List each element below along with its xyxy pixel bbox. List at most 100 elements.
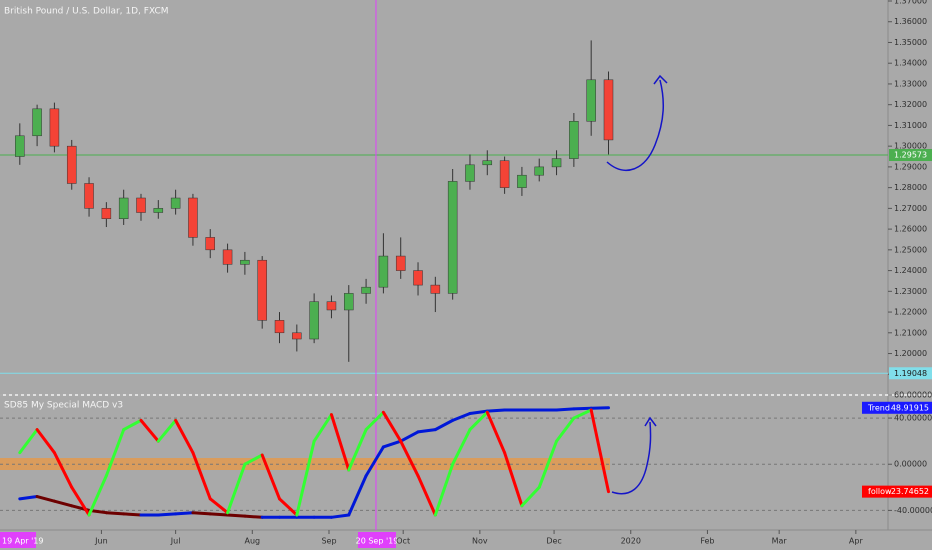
series-segment bbox=[104, 428, 126, 478]
candle-body bbox=[534, 166, 544, 176]
y-tick-label: 1.36000 bbox=[894, 17, 927, 26]
x-tick-label: Nov bbox=[472, 537, 488, 546]
series-segment bbox=[208, 512, 230, 517]
candle-body bbox=[447, 181, 458, 294]
series-segment bbox=[139, 418, 160, 443]
y-tick-label: 1.25000 bbox=[894, 245, 927, 254]
series-segment bbox=[416, 428, 437, 434]
series-segment bbox=[555, 407, 576, 412]
candle-body bbox=[257, 259, 267, 321]
series-segment bbox=[329, 513, 351, 519]
y-tick-label: 1.29000 bbox=[894, 162, 927, 171]
x-tick-label: Sep bbox=[321, 537, 336, 546]
series-segment bbox=[364, 445, 385, 478]
series-segment bbox=[572, 408, 593, 420]
series-segment bbox=[295, 439, 316, 517]
series-segment bbox=[208, 497, 230, 515]
series-segment bbox=[537, 439, 559, 489]
series-segment bbox=[191, 511, 212, 516]
series-segment bbox=[87, 474, 108, 517]
y-tick-label: 1.23000 bbox=[894, 287, 927, 296]
series-segment bbox=[52, 451, 74, 489]
y-tick-label: 1.21000 bbox=[894, 328, 927, 337]
y-tick-label: 1.32000 bbox=[894, 100, 927, 109]
series-segment bbox=[18, 428, 39, 455]
candle-body bbox=[188, 197, 198, 238]
series-segment bbox=[589, 408, 610, 494]
series-segment bbox=[416, 474, 437, 517]
series-segment bbox=[174, 511, 195, 516]
y-tick-label: 0.00000 bbox=[894, 460, 927, 469]
y-tick-label: 1.30000 bbox=[894, 142, 927, 151]
legend-box bbox=[862, 401, 932, 414]
x-tick-label: Jun bbox=[94, 537, 108, 546]
series-segment bbox=[243, 514, 264, 519]
series-segment bbox=[503, 451, 524, 508]
candle-body bbox=[101, 208, 112, 219]
series-segment bbox=[329, 413, 351, 472]
histogram-band bbox=[0, 458, 610, 470]
candle-body bbox=[551, 158, 562, 168]
x-tick-label: Apr bbox=[849, 537, 864, 546]
y-tick-label: -40.00000 bbox=[894, 506, 932, 515]
candle-body bbox=[413, 270, 423, 286]
marks: 1.190001.200001.210001.220001.230001.240… bbox=[0, 0, 932, 530]
series-segment bbox=[485, 410, 507, 455]
y-tick-label: 1.37000 bbox=[894, 0, 927, 6]
x-tick-label: Mar bbox=[772, 537, 788, 546]
series-segment bbox=[35, 428, 56, 455]
candle-body bbox=[465, 164, 475, 182]
candle-body bbox=[586, 79, 596, 122]
y-tick-label: 1.20000 bbox=[894, 349, 927, 358]
series-segment bbox=[433, 418, 455, 432]
series-segment bbox=[399, 439, 420, 478]
legend-name: follow bbox=[868, 487, 892, 496]
candle-body bbox=[240, 259, 250, 265]
price-label: 1.29573 bbox=[894, 151, 927, 160]
candle-body bbox=[326, 301, 337, 311]
y-tick-label: 40.00000 bbox=[894, 414, 932, 423]
candle-body bbox=[430, 284, 441, 294]
annotation-arrow bbox=[606, 79, 665, 172]
legend-value: 48.91915 bbox=[891, 403, 929, 412]
candle-body bbox=[378, 255, 389, 288]
x-tick-label: Dec bbox=[546, 537, 561, 546]
candle-body bbox=[361, 286, 371, 294]
series-segment bbox=[555, 416, 576, 443]
legend-value: -23.74652 bbox=[888, 487, 929, 496]
series-segment bbox=[191, 451, 212, 501]
indicator-title: SD85 My Special MACD v3 bbox=[4, 401, 123, 411]
range-label: 19 Apr '19 bbox=[2, 537, 43, 546]
series-segment bbox=[468, 409, 489, 415]
candle-body bbox=[499, 160, 510, 188]
crosshair-label-box bbox=[357, 532, 396, 548]
y-tick-label: 1.35000 bbox=[894, 38, 927, 47]
candle-body bbox=[603, 79, 614, 141]
series-segment bbox=[226, 513, 247, 518]
y-tick-label: 1.31000 bbox=[894, 121, 927, 130]
candle-body bbox=[136, 197, 146, 213]
candle-body bbox=[292, 332, 302, 340]
series-segment bbox=[243, 453, 264, 466]
series-segment bbox=[381, 439, 403, 449]
x-tick-label: Feb bbox=[700, 537, 714, 546]
x-tick-label: Jul bbox=[170, 537, 181, 546]
y-tick-label: 1.28000 bbox=[894, 183, 927, 192]
series-segment bbox=[174, 418, 195, 455]
series-segment bbox=[260, 453, 282, 501]
candle-body bbox=[49, 108, 60, 147]
price-label-box bbox=[889, 149, 932, 162]
y-tick-label: 1.33000 bbox=[894, 79, 927, 88]
series-segment bbox=[572, 406, 593, 411]
legend-box bbox=[862, 485, 932, 498]
series-segment bbox=[156, 512, 178, 517]
y-tick-label: 1.27000 bbox=[894, 204, 927, 213]
y-tick-label: 1.34000 bbox=[894, 59, 927, 68]
series-segment bbox=[278, 497, 299, 517]
series-segment bbox=[122, 512, 143, 517]
x-tick-label: Aug bbox=[244, 537, 260, 546]
candle-body bbox=[84, 183, 94, 209]
series-segment bbox=[433, 462, 455, 517]
candle-body bbox=[153, 208, 164, 213]
